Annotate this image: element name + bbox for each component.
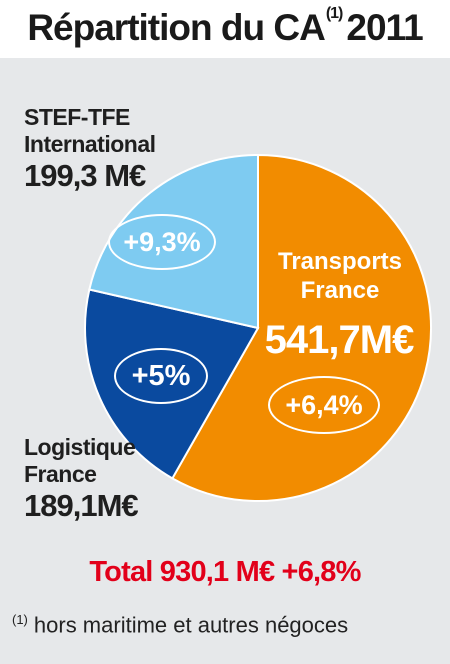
growth-international-badge: +9,3% bbox=[108, 214, 216, 270]
label-logistique-line2: France bbox=[24, 461, 97, 488]
footnote-text: hors maritime et autres négoces bbox=[33, 612, 349, 638]
label-transports-line1: Transports bbox=[277, 248, 403, 275]
label-transports: Transports France bbox=[262, 248, 418, 306]
label-international-value: 199,3 M€ bbox=[24, 158, 146, 194]
title-text: Répartition du CA bbox=[27, 7, 325, 48]
label-transports-value: 541,7M€ bbox=[250, 316, 428, 364]
growth-logistique-text: +5% bbox=[131, 359, 191, 392]
growth-logistique-badge: +5% bbox=[114, 348, 208, 404]
chart-title: Répartition du CA (1) 2011 bbox=[0, 0, 450, 56]
title-year: 2011 bbox=[346, 7, 423, 48]
footnote: (1) hors maritime et autres négoces bbox=[12, 612, 348, 638]
title-footnote-ref: (1) bbox=[325, 5, 344, 22]
label-logistique-line1: Logistique bbox=[24, 434, 136, 460]
total-label: Total 930,1 M€ +6,8% bbox=[89, 556, 361, 588]
growth-international-text: +9,3% bbox=[123, 226, 201, 257]
label-international: STEF-TFE International 199,3 M€ bbox=[24, 104, 156, 195]
footnote-ref: (1) bbox=[12, 612, 28, 627]
growth-transports-text: +6,4% bbox=[285, 389, 363, 420]
chart-panel: STEF-TFE International 199,3 M€ +9,3% Tr… bbox=[0, 58, 450, 664]
label-international-line2: International bbox=[24, 131, 156, 158]
growth-transports-badge: +6,4% bbox=[268, 376, 380, 434]
label-transports-value-text: 541,7M€ bbox=[264, 318, 415, 362]
label-international-line1: STEF-TFE bbox=[24, 104, 130, 130]
label-logistique: Logistique France 189,1M€ bbox=[24, 434, 139, 525]
label-logistique-value: 189,1M€ bbox=[24, 488, 139, 524]
label-transports-line2: France bbox=[300, 276, 380, 304]
